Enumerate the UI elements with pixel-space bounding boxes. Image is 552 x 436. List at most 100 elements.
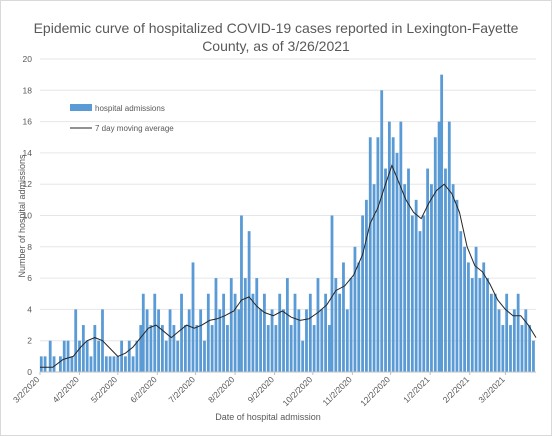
x-tick-label: 9/2/2020 [246, 374, 277, 405]
x-tick-label: 11/2/2020 [320, 374, 354, 408]
y-tick-label: 20 [23, 54, 33, 64]
admission-bar [62, 340, 66, 372]
legend-swatch-bars [70, 104, 92, 111]
admission-bar [112, 356, 116, 372]
admission-bar [459, 231, 463, 372]
admission-bar [183, 325, 187, 372]
admission-bar [312, 325, 316, 372]
admission-bar [237, 309, 241, 372]
admission-bar [482, 262, 486, 372]
admission-bar [486, 278, 489, 372]
admission-bar [270, 309, 274, 372]
admission-bar [516, 293, 520, 372]
y-tick-label: 8 [27, 242, 32, 252]
admission-bar [191, 262, 195, 372]
admission-bar [305, 309, 308, 372]
admission-bar [161, 325, 164, 372]
admission-bar [278, 293, 282, 372]
x-tick-label: 3/2/2021 [476, 374, 507, 405]
y-axis-title: Number of hospital admissions [17, 154, 27, 278]
admission-bar [285, 278, 289, 372]
admission-bar [226, 325, 229, 372]
x-tick-label: 1/2/2021 [401, 374, 432, 405]
admission-bar [293, 293, 297, 372]
admission-bar [74, 309, 78, 372]
admission-bar [524, 309, 528, 372]
y-tick-labels: 0 2 4 6 8 10 12 14 16 18 20 [23, 54, 33, 377]
admission-bar [353, 246, 357, 372]
admission-bar [447, 121, 451, 372]
admission-bar [58, 356, 62, 372]
admission-bar [368, 137, 372, 372]
admission-bar [233, 293, 237, 372]
admission-bar [172, 325, 176, 372]
x-tick-label: 7/2/2020 [167, 374, 198, 405]
admission-bar [108, 356, 112, 372]
admission-bar [399, 121, 403, 372]
admission-bar [532, 340, 535, 372]
admission-bar [414, 199, 418, 372]
admission-bar [349, 278, 353, 372]
admission-bar [131, 356, 135, 372]
legend-label-line: 7 day moving average [95, 124, 174, 133]
admission-bar [407, 168, 410, 372]
admission-bar [357, 262, 361, 372]
y-tick-label: 6 [27, 273, 32, 283]
admission-bar [361, 215, 364, 372]
admission-bar [139, 325, 143, 372]
admission-bar [240, 215, 243, 372]
x-axis-title: Date of hospital admission [215, 412, 321, 422]
admission-bar [497, 309, 501, 372]
x-tick-label: 4/2/2020 [50, 374, 81, 405]
admission-bar [66, 340, 70, 372]
admission-bar [206, 293, 210, 372]
admission-bar [297, 309, 301, 372]
admission-bar [440, 74, 444, 373]
admission-bar [384, 168, 387, 372]
admission-bar [153, 293, 157, 372]
legend-label-bars: hospital admissions [95, 104, 165, 113]
admission-bar [116, 356, 120, 372]
x-tick-labels: 3/2/2020 4/2/2020 5/2/2020 6/2/2020 7/2/2020… [11, 372, 507, 408]
admission-bar [308, 293, 312, 372]
admission-bar [255, 278, 259, 372]
admission-bar [187, 309, 191, 372]
admission-bar [528, 325, 532, 372]
admission-bar [149, 325, 153, 372]
admission-bar [433, 137, 437, 372]
admission-bar [451, 184, 455, 372]
y-tick-label: 0 [27, 367, 32, 377]
admission-bar [301, 340, 305, 372]
x-tick-label: 10/2/2020 [280, 374, 314, 408]
admission-bar [455, 199, 459, 372]
admission-bar [164, 340, 168, 372]
admission-bar [444, 168, 447, 372]
admission-bar [180, 293, 183, 372]
admission-bar [380, 90, 384, 373]
admission-bar [97, 340, 101, 372]
admission-bar [289, 325, 293, 372]
admission-bars [39, 74, 535, 373]
admission-bar [259, 309, 262, 372]
admission-bar [505, 293, 509, 372]
admission-bar [229, 278, 233, 372]
y-tick-label: 12 [23, 179, 33, 189]
admission-bar [157, 309, 160, 372]
admission-bar [478, 278, 482, 372]
admission-bar [422, 215, 426, 372]
admission-bar [120, 340, 124, 372]
x-tick-label: 6/2/2020 [128, 374, 159, 405]
admission-bar [501, 325, 505, 372]
admission-bar [403, 184, 407, 372]
admission-bar [338, 293, 342, 372]
admission-bar [39, 356, 43, 372]
y-tick-label: 16 [23, 117, 33, 127]
admission-bar [430, 184, 433, 372]
admission-bar [199, 309, 203, 372]
admission-bar [127, 340, 131, 372]
admission-bar [214, 278, 218, 372]
admission-bar [324, 293, 328, 372]
admission-bar [474, 246, 478, 372]
admission-bar [418, 231, 422, 372]
